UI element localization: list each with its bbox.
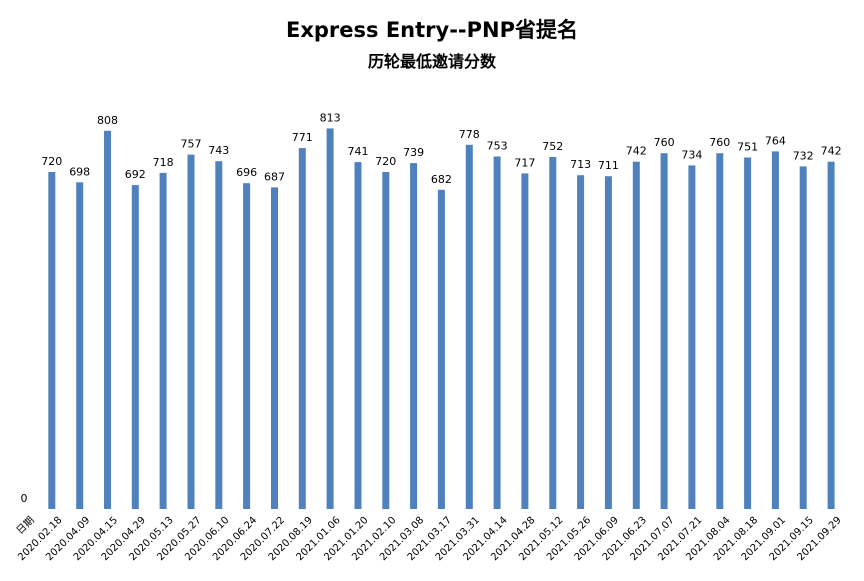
chart-title: Express Entry--PNP省提名 [285, 18, 578, 42]
bar-18 [521, 173, 529, 509]
bar-13 [382, 172, 390, 509]
bar-2 [76, 182, 84, 510]
bar-9 [271, 187, 278, 509]
bar-12 [354, 162, 362, 509]
bar-27 [771, 151, 779, 509]
data-label-19: 752 [542, 140, 563, 153]
data-label-28: 732 [793, 149, 814, 162]
bar-20 [577, 175, 585, 509]
data-label-9: 687 [264, 170, 285, 183]
bar-24 [688, 165, 696, 509]
bar-14 [410, 163, 418, 509]
data-label-29: 742 [821, 145, 842, 158]
data-label-7: 743 [208, 144, 229, 157]
data-label-17: 753 [487, 140, 508, 153]
bar-11 [326, 128, 334, 509]
data-label-13: 720 [375, 155, 396, 168]
bar-3 [104, 130, 111, 510]
data-label-14: 739 [403, 146, 424, 159]
data-label-18: 717 [514, 156, 535, 169]
data-label-8: 696 [236, 166, 257, 179]
data-label-3: 808 [97, 114, 118, 127]
data-label-5: 718 [153, 156, 174, 169]
x-tick-label-0: 日期 [14, 514, 37, 537]
bar-28 [799, 166, 807, 509]
data-label-2: 698 [69, 165, 90, 178]
data-label-21: 711 [598, 159, 619, 172]
chart-subtitle: 历轮最低邀请分数 [367, 52, 496, 71]
data-label-22: 742 [626, 145, 647, 158]
data-label-6: 757 [181, 138, 202, 151]
data-label-16: 778 [459, 128, 480, 141]
bar-4 [131, 185, 139, 509]
bar-25 [716, 153, 724, 509]
bar-17 [493, 156, 501, 509]
bar-16 [465, 144, 473, 510]
bar-15 [437, 189, 445, 510]
bar-8 [243, 183, 251, 509]
bar-29 [827, 161, 835, 509]
bar-22 [632, 161, 640, 509]
data-label-12: 741 [348, 145, 369, 158]
data-label-26: 751 [737, 141, 758, 154]
data-label-27: 764 [765, 134, 786, 147]
data-label-11: 813 [320, 111, 341, 124]
bar-19 [549, 157, 557, 509]
data-label-1: 720 [41, 155, 62, 168]
data-label-24: 734 [681, 148, 702, 161]
bar-23 [660, 153, 668, 509]
bar-26 [744, 157, 752, 509]
bar-10 [298, 148, 306, 509]
bar-5 [159, 172, 167, 509]
bar-7 [215, 161, 223, 509]
bar-21 [604, 176, 612, 509]
data-label-20: 713 [570, 158, 591, 171]
data-label-23: 760 [654, 136, 675, 149]
bar-6 [187, 154, 195, 509]
bar-1 [48, 172, 56, 509]
data-label-4: 692 [125, 168, 146, 181]
data-label-10: 771 [292, 131, 313, 144]
data-label-0: 0 [21, 492, 28, 505]
data-label-25: 760 [709, 136, 730, 149]
data-label-15: 682 [431, 173, 452, 186]
